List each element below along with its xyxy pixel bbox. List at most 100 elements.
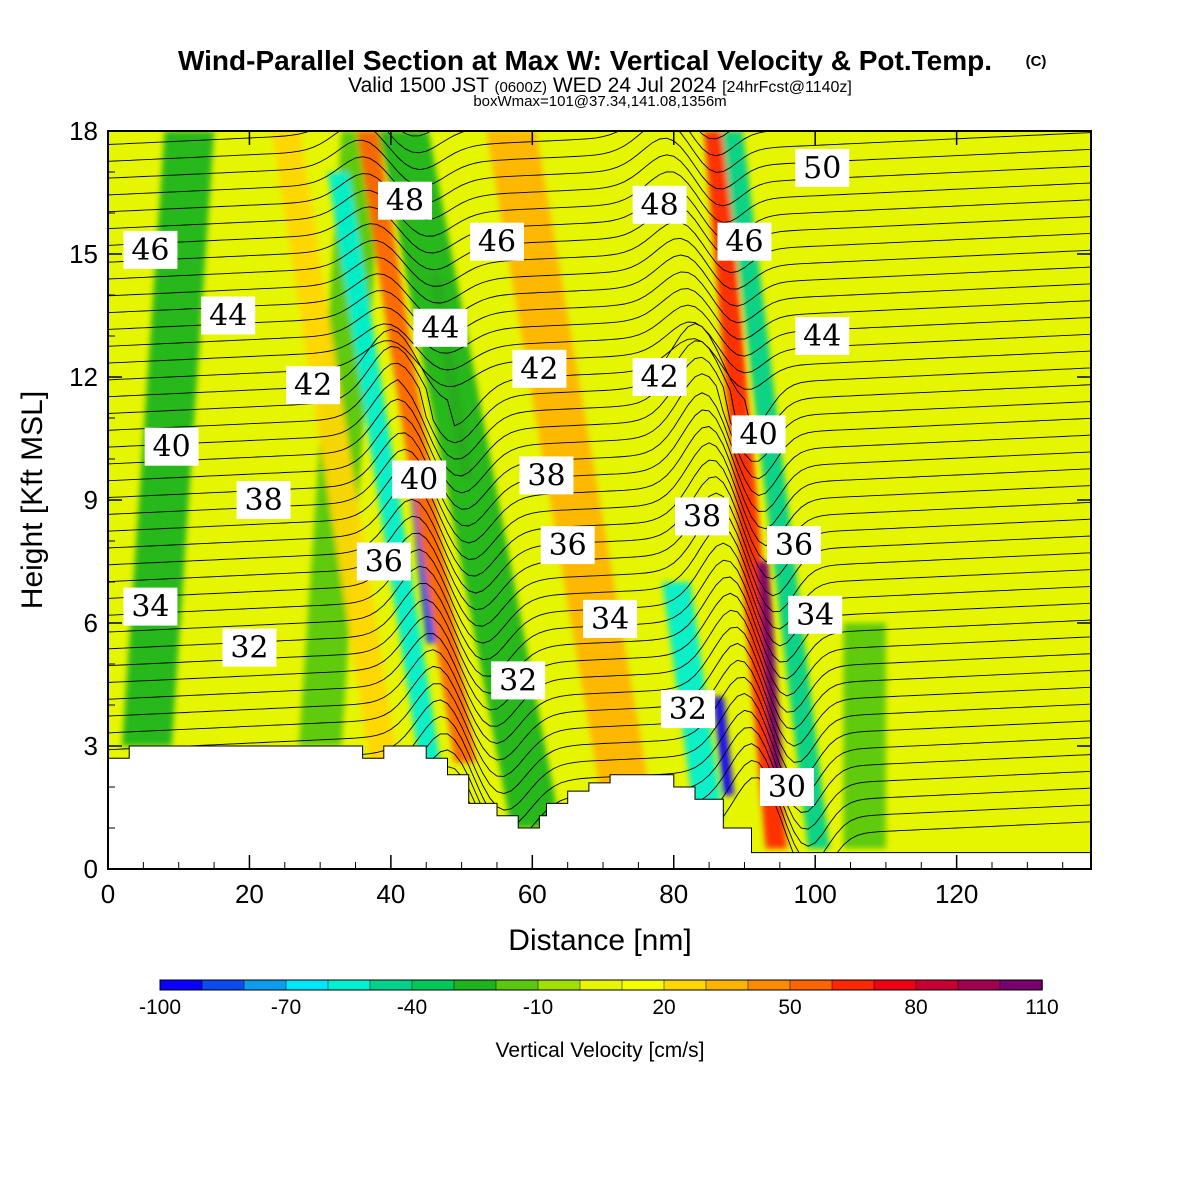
contour-label-value: 32: [669, 692, 707, 727]
contour-label-box: [222, 628, 277, 667]
contour-labels: 30 32 32 32 34 34 34 36 36 36 38 38 38 40 40 40 42 42 42 44…: [123, 148, 850, 806]
colorbar-title: Vertical Velocity [cm/s]: [496, 1039, 705, 1062]
velocity-band: [721, 131, 830, 849]
colorbar-swatch: [411, 979, 455, 991]
y-tick-label: 3: [84, 731, 98, 761]
theta-contour-line: [108, 642, 1091, 761]
theta-contour-line: [108, 254, 1091, 321]
colorbar-swatch: [621, 979, 665, 991]
colorbar-swatch: [159, 979, 203, 991]
velocity-band: [757, 561, 785, 787]
theta-contour-line: [108, 271, 1091, 337]
contour-label: 44: [795, 317, 850, 355]
contour-label-box: [675, 497, 730, 536]
contour-label-box: [788, 595, 843, 634]
plot-area: 30 32 32 32 34 34 34 36 36 36 38 38 38 40 40 40 42 42 42 44…: [108, 131, 1091, 869]
contour-label-box: [795, 317, 850, 355]
theta-contour-line: [108, 131, 1091, 187]
contour-label-value: 46: [478, 225, 516, 260]
theta-contour-line: [108, 592, 1091, 711]
contour-label-value: 50: [803, 151, 841, 186]
contour-label-box: [378, 181, 433, 220]
contour-label: 48: [378, 181, 433, 220]
contour-label-box: [356, 542, 411, 581]
colorbar-swatch: [957, 979, 1001, 991]
x-tick-label: 60: [518, 879, 547, 909]
contour-label: 34: [788, 595, 843, 634]
contour-label-value: 38: [244, 483, 282, 518]
contour-label-value: 44: [209, 299, 247, 334]
theta-contour-line: [108, 340, 1091, 460]
colorbar-frame: [159, 979, 1043, 991]
theta-contour-line: [108, 304, 1091, 371]
contour-label: 46: [469, 222, 524, 261]
y-tick-label: 0: [84, 854, 98, 884]
colorbar-tick-label: -100: [139, 996, 181, 1019]
theta-contour-line: [108, 459, 1091, 577]
theta-contour-line: [108, 321, 1091, 388]
contour-label-value: 34: [591, 602, 629, 637]
colorbar-swatch: [453, 979, 497, 991]
contour-label-box: [759, 768, 814, 806]
chart-title: Wind-Parallel Section at Max W: Vertical…: [178, 45, 992, 76]
x-axis-title: Distance [nm]: [508, 924, 691, 957]
contour-label-box: [491, 661, 546, 700]
theta-contour-line: [108, 329, 1091, 427]
valid-time-line: Valid 1500 JST (0600Z) WED 24 Jul 2024 […: [348, 74, 852, 97]
contour-label-box: [632, 185, 687, 224]
contour-label: 36: [766, 526, 821, 565]
contour-label-value: 38: [683, 499, 721, 534]
contour-label-value: 36: [549, 528, 587, 563]
contour-label: 48: [632, 185, 687, 224]
contour-label-box: [519, 456, 574, 495]
theta-contour-line: [108, 392, 1091, 510]
contour-label-value: 34: [131, 590, 169, 625]
contour-label-value: 40: [153, 430, 191, 465]
contour-label-box: [795, 148, 850, 187]
y-tick-label: 15: [69, 239, 98, 269]
contour-label-value: 32: [230, 631, 268, 666]
x-tick-label: 0: [101, 879, 115, 909]
theta-contour-line: [108, 171, 1091, 237]
colorbar-tick-label: 20: [652, 996, 675, 1019]
colorbar-swatch: [663, 979, 707, 991]
velocity-band: [271, 131, 398, 763]
contour-label: 34: [583, 599, 638, 638]
y-axis-title: Height [Kft MSL]: [16, 391, 49, 609]
contour-label-value: 40: [740, 417, 778, 452]
contour-label: 38: [519, 456, 574, 495]
valid-utc: (0600Z): [494, 79, 547, 96]
contour-label-box: [660, 690, 715, 729]
theta-contour-line: [108, 659, 1091, 777]
colorbar-tick-label: 110: [1025, 996, 1058, 1019]
contour-label: 50: [795, 148, 850, 187]
contour-label-box: [540, 526, 595, 565]
colorbar-tick-label: -10: [523, 996, 553, 1019]
theta-contour-line: [108, 442, 1091, 560]
contour-label: 40: [392, 460, 447, 499]
y-tick-label: 9: [84, 485, 98, 515]
colorbar-swatch: [327, 979, 371, 991]
contour-label-value: 44: [803, 319, 841, 354]
colorbar-swatch: [789, 979, 833, 991]
colorbar-tick-label: 80: [904, 996, 927, 1019]
contour-label-value: 42: [520, 352, 558, 387]
theta-contour-line: [108, 131, 731, 154]
contour-label-box: [236, 481, 291, 519]
theta-contour-line: [108, 137, 1091, 204]
contour-label-value: 36: [365, 545, 403, 580]
terrain-mask: [108, 745, 1091, 869]
x-tick-label: 80: [659, 879, 688, 909]
contour-label-box: [583, 599, 638, 638]
colorbar-swatch: [873, 979, 917, 991]
contour-label-box: [144, 427, 199, 466]
colorbar-tick-label: 50: [778, 996, 801, 1019]
contour-label-value: 40: [400, 463, 438, 498]
contour-label-box: [201, 296, 256, 335]
contour-label-box: [123, 587, 178, 626]
contour-label-value: 42: [641, 360, 679, 395]
contour-label-value: 34: [796, 598, 834, 633]
colorbar-swatch: [705, 979, 749, 991]
x-tick-label: 40: [376, 879, 405, 909]
